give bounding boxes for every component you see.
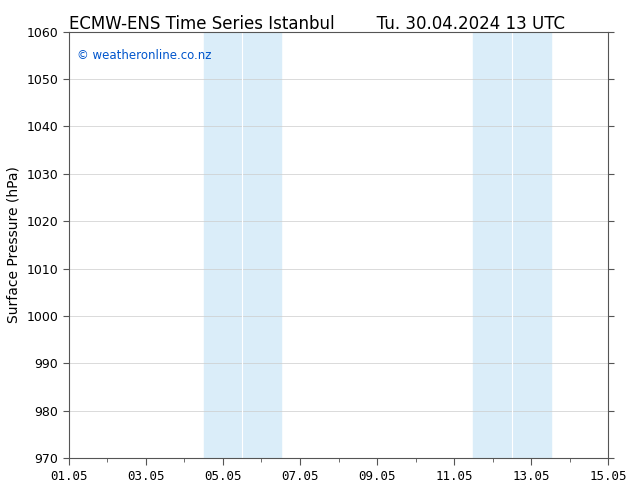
Text: © weatheronline.co.nz: © weatheronline.co.nz bbox=[77, 49, 211, 62]
Bar bbox=[474, 31, 550, 458]
Bar bbox=[204, 31, 281, 458]
Y-axis label: Surface Pressure (hPa): Surface Pressure (hPa) bbox=[7, 167, 21, 323]
Text: ECMW-ENS Time Series Istanbul        Tu. 30.04.2024 13 UTC: ECMW-ENS Time Series Istanbul Tu. 30.04.… bbox=[69, 15, 565, 33]
